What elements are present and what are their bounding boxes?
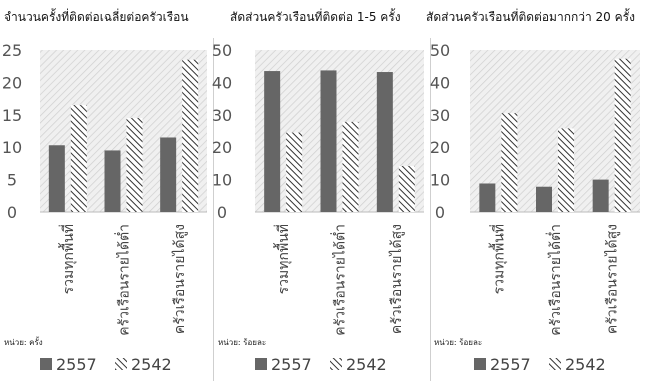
y-tick-label: 30 bbox=[430, 106, 450, 125]
legend-swatch-2557 bbox=[40, 358, 52, 370]
chart-1-title: จำนวนครั้งที่ติดต่อเฉลี่ยต่อครัวเรือน bbox=[4, 10, 189, 24]
bar-2557 bbox=[320, 70, 337, 212]
category-label: ครัวเรือนรายได้สูง bbox=[604, 224, 621, 334]
y-tick-label: 20 bbox=[212, 138, 232, 157]
bar-2542 bbox=[286, 132, 303, 212]
plot-background bbox=[255, 50, 424, 212]
unit-label: หน่วย: ร้อยละ bbox=[434, 338, 482, 347]
category-label: ครัวเรือนรายได้ต่ำ bbox=[115, 224, 133, 336]
y-tick-label: 50 bbox=[212, 41, 232, 60]
bar-2542 bbox=[501, 113, 518, 212]
chart-3-title: สัดส่วนครัวเรือนที่ติดต่อมากกว่า 20 ครั้… bbox=[426, 10, 635, 24]
unit-label: หน่วย: ร้อยละ bbox=[218, 338, 266, 347]
unit-label: หน่วย: ครั้ง bbox=[4, 336, 43, 347]
panel-divider bbox=[213, 38, 214, 381]
y-tick-label: 15 bbox=[2, 106, 22, 125]
category-label: ครัวเรือนรายได้สูง bbox=[171, 224, 188, 334]
bar-2557 bbox=[376, 72, 393, 212]
legend-label-2557: 2557 bbox=[490, 355, 531, 374]
y-tick-label: 10 bbox=[212, 171, 232, 190]
legend-swatch-2542 bbox=[330, 358, 342, 370]
bar-2542 bbox=[558, 128, 574, 212]
panel-divider bbox=[430, 38, 431, 381]
bar-2557 bbox=[536, 186, 552, 212]
plot-background bbox=[470, 50, 640, 212]
category-label: ครัวเรือนรายได้ต่ำ bbox=[331, 224, 349, 336]
category-label: รวมทุกพื้นที่ bbox=[58, 224, 77, 294]
y-tick-label: 10 bbox=[430, 171, 450, 190]
legend-swatch-2542 bbox=[549, 358, 561, 370]
y-tick-label: 20 bbox=[2, 73, 22, 92]
y-tick-label: 0 bbox=[435, 203, 445, 222]
y-tick-label: 0 bbox=[217, 203, 227, 222]
legend-swatch-2557 bbox=[474, 358, 486, 370]
legend-label-2557: 2557 bbox=[271, 355, 312, 374]
category-label: ครัวเรือนรายได้ต่ำ bbox=[546, 224, 564, 336]
legend-label-2542: 2542 bbox=[565, 355, 606, 374]
legend-label-2557: 2557 bbox=[56, 355, 97, 374]
bar-2557 bbox=[48, 145, 65, 212]
bar-2542 bbox=[126, 118, 143, 212]
y-tick-label: 5 bbox=[7, 171, 17, 190]
legend-swatch-2557 bbox=[255, 358, 267, 370]
bar-2542 bbox=[398, 165, 415, 212]
bar-2557 bbox=[479, 183, 496, 212]
y-tick-label: 40 bbox=[212, 73, 232, 92]
y-tick-label: 30 bbox=[212, 106, 232, 125]
bar-2542 bbox=[614, 58, 631, 212]
category-label: รวมทุกพื้นที่ bbox=[273, 224, 292, 294]
chart-2-title: สัดส่วนครัวเรือนที่ติดต่อ 1-5 ครั้ง bbox=[230, 10, 401, 24]
y-tick-label: 50 bbox=[430, 41, 450, 60]
y-tick-label: 20 bbox=[430, 138, 450, 157]
bar-2557 bbox=[264, 71, 281, 212]
legend-label-2542: 2542 bbox=[131, 355, 172, 374]
legend-label-2542: 2542 bbox=[346, 355, 387, 374]
legend-swatch-2542 bbox=[115, 358, 127, 370]
y-tick-label: 0 bbox=[7, 203, 17, 222]
plot-background bbox=[40, 50, 207, 212]
y-tick-label: 25 bbox=[2, 41, 22, 60]
category-label: ครัวเรือนรายได้สูง bbox=[388, 224, 405, 334]
bar-2542 bbox=[182, 59, 199, 212]
bar-2557 bbox=[104, 150, 121, 212]
y-tick-label: 40 bbox=[430, 73, 450, 92]
bar-2542 bbox=[342, 121, 359, 212]
bar-2557 bbox=[592, 179, 609, 212]
bar-2542 bbox=[70, 105, 87, 212]
bar-2557 bbox=[160, 137, 177, 212]
y-tick-label: 10 bbox=[2, 138, 22, 157]
category-label: รวมทุกพื้นที่ bbox=[488, 224, 507, 294]
